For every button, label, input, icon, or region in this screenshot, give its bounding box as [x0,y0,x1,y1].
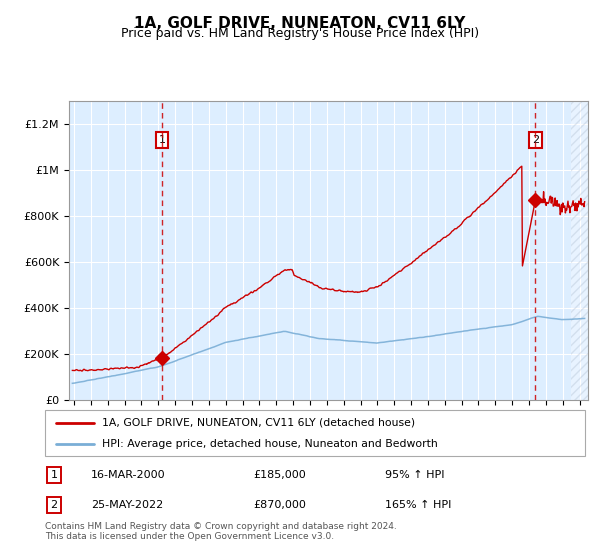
Text: 165% ↑ HPI: 165% ↑ HPI [385,500,452,510]
Text: 95% ↑ HPI: 95% ↑ HPI [385,470,445,480]
Text: Price paid vs. HM Land Registry's House Price Index (HPI): Price paid vs. HM Land Registry's House … [121,27,479,40]
Text: 1: 1 [158,135,166,144]
Text: £185,000: £185,000 [253,470,305,480]
Text: 1A, GOLF DRIVE, NUNEATON, CV11 6LY (detached house): 1A, GOLF DRIVE, NUNEATON, CV11 6LY (deta… [101,418,415,428]
Text: 1: 1 [50,470,58,480]
Bar [571,101,600,400]
Text: 2: 2 [50,500,58,510]
Text: HPI: Average price, detached house, Nuneaton and Bedworth: HPI: Average price, detached house, Nune… [101,439,437,449]
Text: Contains HM Land Registry data © Crown copyright and database right 2024.
This d: Contains HM Land Registry data © Crown c… [45,522,397,542]
Text: 16-MAR-2000: 16-MAR-2000 [91,470,166,480]
Text: 2: 2 [532,135,539,144]
Text: 1A, GOLF DRIVE, NUNEATON, CV11 6LY: 1A, GOLF DRIVE, NUNEATON, CV11 6LY [134,16,466,31]
Text: 25-MAY-2022: 25-MAY-2022 [91,500,163,510]
FancyBboxPatch shape [45,410,585,456]
Text: £870,000: £870,000 [253,500,306,510]
